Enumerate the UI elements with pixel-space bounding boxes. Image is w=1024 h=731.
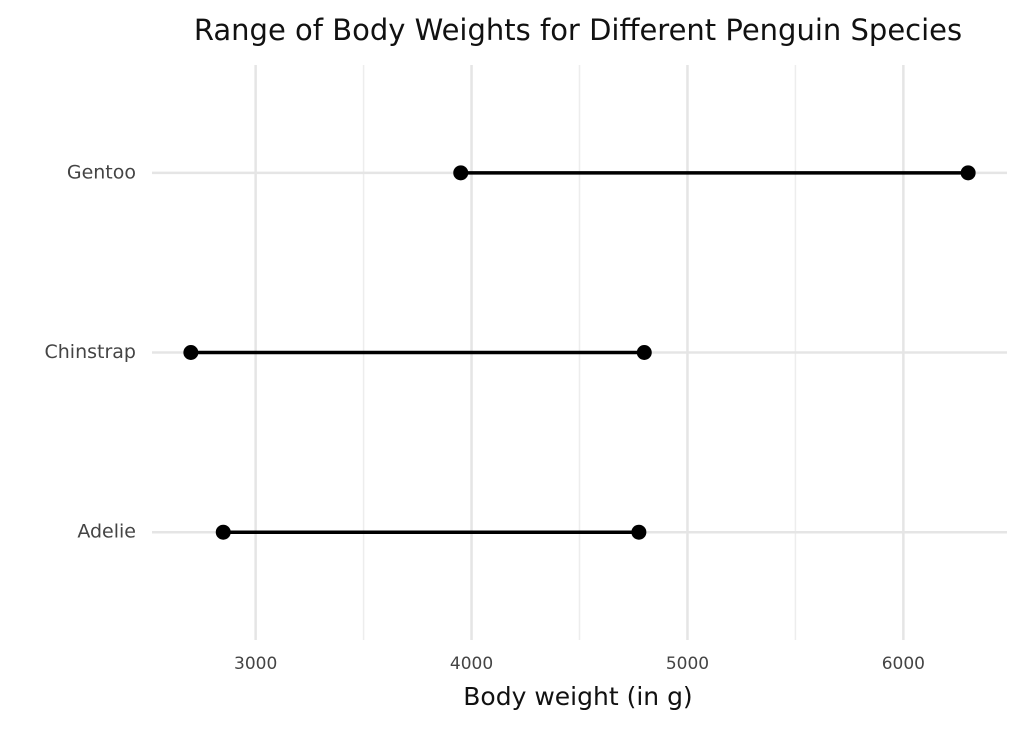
x-axis-label: Body weight (in g) (463, 682, 692, 711)
min-point (453, 165, 469, 181)
x-tick-label: 4000 (450, 654, 493, 674)
max-point (960, 165, 976, 181)
max-point (631, 524, 647, 540)
min-point (183, 345, 199, 360)
y-tick-label: Chinstrap (45, 341, 137, 363)
y-tick-label: Gentoo (67, 161, 136, 183)
x-tick-label: 6000 (882, 654, 925, 674)
x-tick-label: 3000 (234, 654, 277, 674)
min-point (215, 524, 231, 540)
x-tick-label: 5000 (666, 654, 709, 674)
max-point (636, 345, 652, 360)
y-tick-label: Adelie (77, 521, 136, 543)
chart-title: Range of Body Weights for Different Peng… (194, 13, 962, 47)
